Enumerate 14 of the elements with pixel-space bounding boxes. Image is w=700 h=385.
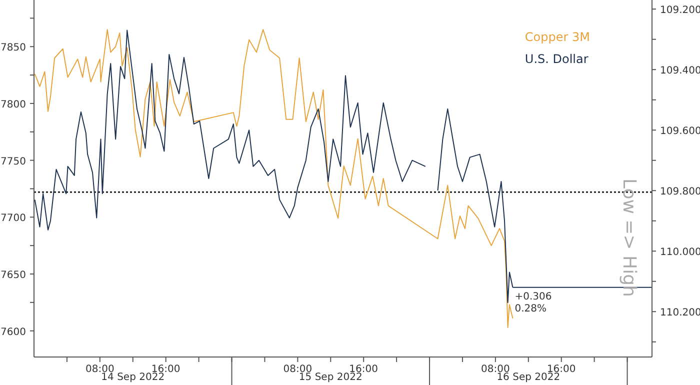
y2-axis-title: Low => High bbox=[618, 178, 640, 297]
text: 14 Sep 2022 bbox=[101, 372, 165, 384]
annotation: 0.28% bbox=[514, 303, 547, 314]
y-tick-label: 7800 bbox=[0, 99, 26, 110]
annotation: +0.306 bbox=[514, 291, 552, 302]
text: U.S. Dollar bbox=[524, 51, 590, 68]
text: 15 Sep 2022 bbox=[298, 372, 362, 384]
y-tick-label: 7750 bbox=[0, 156, 26, 168]
y-tick-label: 7650 bbox=[0, 270, 26, 282]
y-tick-label: 7700 bbox=[0, 213, 26, 224]
y-tick-label: 7600 bbox=[0, 326, 26, 338]
y-tick-label: 7850 bbox=[0, 42, 26, 54]
text: Copper 3M bbox=[524, 29, 590, 46]
text: 16 Sep 2022 bbox=[496, 372, 560, 384]
